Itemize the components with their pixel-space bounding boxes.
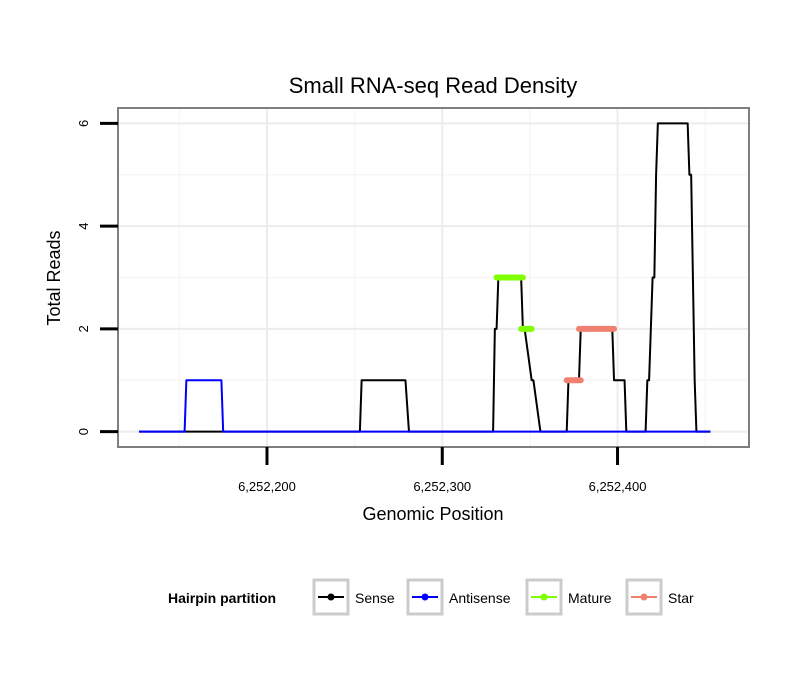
plot-panel xyxy=(118,108,749,447)
legend-entry-mature: Mature xyxy=(525,578,612,616)
legend-entry-antisense: Antisense xyxy=(406,578,511,616)
legend-key-point xyxy=(640,593,648,601)
series-line-antisense xyxy=(139,379,711,433)
x-tick-label: 6,252,200 xyxy=(238,479,296,494)
legend-key-point xyxy=(540,593,548,601)
x-tick-label: 6,252,300 xyxy=(413,479,471,494)
legend: Hairpin partition Sense Antisense Mature St… xyxy=(168,578,694,616)
x-tick-label: 6,252,400 xyxy=(589,479,647,494)
legend-entry-star: Star xyxy=(625,578,694,616)
legend-title: Hairpin partition xyxy=(168,590,276,606)
y-tick-label: 0 xyxy=(76,428,91,435)
chart-title: Small RNA-seq Read Density xyxy=(289,73,578,98)
y-tick-label: 2 xyxy=(76,325,91,332)
x-axis-title: Genomic Position xyxy=(362,504,503,524)
legend-label: Mature xyxy=(568,590,612,606)
legend-key-point xyxy=(327,593,335,601)
legend-entry-sense: Sense xyxy=(312,578,395,616)
y-tick-label: 4 xyxy=(76,223,91,230)
legend-key-point xyxy=(421,593,429,601)
panel-border xyxy=(117,107,750,448)
legend-label: Sense xyxy=(355,590,395,606)
legend-label: Antisense xyxy=(449,590,511,606)
data-marks xyxy=(139,122,711,433)
y-axis-title: Total Reads xyxy=(44,230,64,325)
axes: 0 2 4 6 6,252,200 6,252,300 6,252,400 xyxy=(76,107,750,494)
legend-label: Star xyxy=(668,590,694,606)
y-tick-label: 6 xyxy=(76,120,91,127)
